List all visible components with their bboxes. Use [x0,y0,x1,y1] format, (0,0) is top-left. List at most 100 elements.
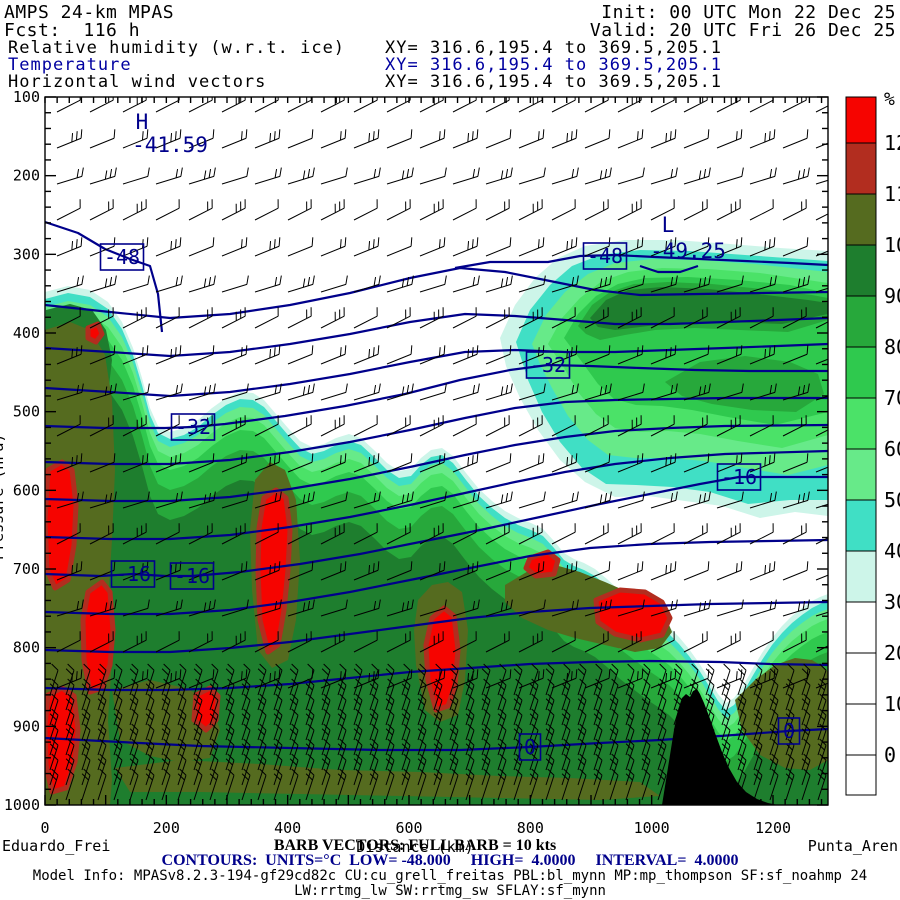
wind-barb-glyph [257,678,267,711]
wind-barb [609,753,619,786]
wind-barb-glyph [321,768,331,801]
wind-barb-glyph [401,723,411,756]
wind-barb [287,167,315,185]
x-axis-title: Distance (km) [356,838,474,856]
wind-barb-glyph [749,307,774,329]
wind-barb-glyph [452,129,479,149]
colorbar-tick-label: 50 [884,488,900,512]
wind-barb [273,723,283,756]
wind-barb-glyph [353,693,363,726]
wind-barb-glyph [337,753,347,786]
wind-barb [337,708,347,741]
wind-barb [386,523,411,545]
wind-barb [188,167,216,185]
wind-barb-glyph [221,237,248,257]
x-axis-tick-label: 1200 [755,819,791,837]
wind-barb [481,708,491,741]
wind-barb [749,669,776,689]
wind-barb [401,768,411,801]
wind-barb [749,307,774,329]
wind-barb-glyph [188,491,216,509]
wind-barb [122,453,149,473]
wind-barb [188,523,213,545]
wind-barb [145,768,155,801]
model-title: AMPS 24-km MPAS [4,2,175,23]
wind-barb-glyph [320,453,347,473]
wind-barb [89,415,114,437]
wind-barb [617,345,644,365]
wind-barb [209,753,219,786]
wind-barb [617,599,645,617]
wind-barb [452,415,477,437]
wind-barb [320,167,348,185]
colorbar-tick-label: 20 [884,641,900,665]
contour-label-text: -48 [104,245,140,269]
wind-barb-glyph [577,693,587,726]
wind-barb [815,561,828,581]
wind-barb [241,663,251,696]
wind-barb-glyph [320,345,347,365]
wind-barb [289,738,299,771]
wind-barb-glyph [89,97,114,113]
wind-barb-glyph [657,708,667,741]
wind-barb-glyph [769,693,779,726]
wind-barb-glyph [155,561,182,581]
wind-barb [188,491,216,509]
wind-barb [545,723,555,756]
wind-barb-glyph [782,415,807,437]
wind-barb [683,491,711,509]
wind-barb [782,453,809,473]
wind-barb [188,669,215,689]
wind-barb [625,753,635,786]
wind-barb-glyph [193,693,203,726]
temperature-contour-line [45,312,828,358]
wind-barb-glyph [419,383,447,401]
wind-barb-glyph [452,561,479,581]
wind-barb [452,237,479,257]
temperature-contour-line [454,253,828,270]
wind-barb-glyph [273,663,283,696]
wind-barb-glyph [254,383,282,401]
wind-barb-glyph [353,753,363,786]
field-1-label: Relative humidity (w.r.t. ice) [8,38,346,58]
wind-barb [782,383,810,401]
wind-barb [155,453,182,473]
wind-barb-glyph [221,415,246,437]
wind-barb [650,275,678,293]
contour-label-box [110,560,156,588]
wind-barb [518,599,546,617]
wind-barb-glyph [716,97,741,113]
contour-label-text: -16 [115,562,151,586]
wind-barb [817,693,827,726]
wind-barb [287,307,312,329]
wind-barb-glyph [452,199,477,221]
wind-barb-glyph [449,768,459,801]
contour-label-text: -32 [530,353,566,377]
wind-barb [320,523,345,545]
wind-barb-glyph [56,491,84,509]
wind-barb [321,693,331,726]
x-axis-tick-label: 0 [40,819,49,837]
wind-barb-glyph [273,723,283,756]
wind-barb-glyph [673,678,683,711]
wind-barb-glyph [481,753,491,786]
wind-barb [551,599,579,617]
wind-barb-glyph [518,561,545,581]
wind-barb-glyph [485,523,510,545]
wind-barb [254,307,279,329]
wind-barb-glyph [513,708,523,741]
wind-barb-glyph [129,693,139,726]
wind-barb-glyph [145,738,155,771]
wind-barb [551,97,576,113]
wind-barb-glyph [337,663,347,696]
wind-barb-glyph [749,669,776,689]
contour-label-text: -16 [174,564,210,588]
wind-barb-glyph [683,523,708,545]
wind-barb-glyph [529,678,539,711]
wind-barb-glyph [749,453,776,473]
wind-barb-glyph [529,768,539,801]
wind-barb [657,663,667,696]
wind-barb [785,693,795,726]
wind-barb [145,723,155,756]
wind-barb-glyph [545,708,555,741]
